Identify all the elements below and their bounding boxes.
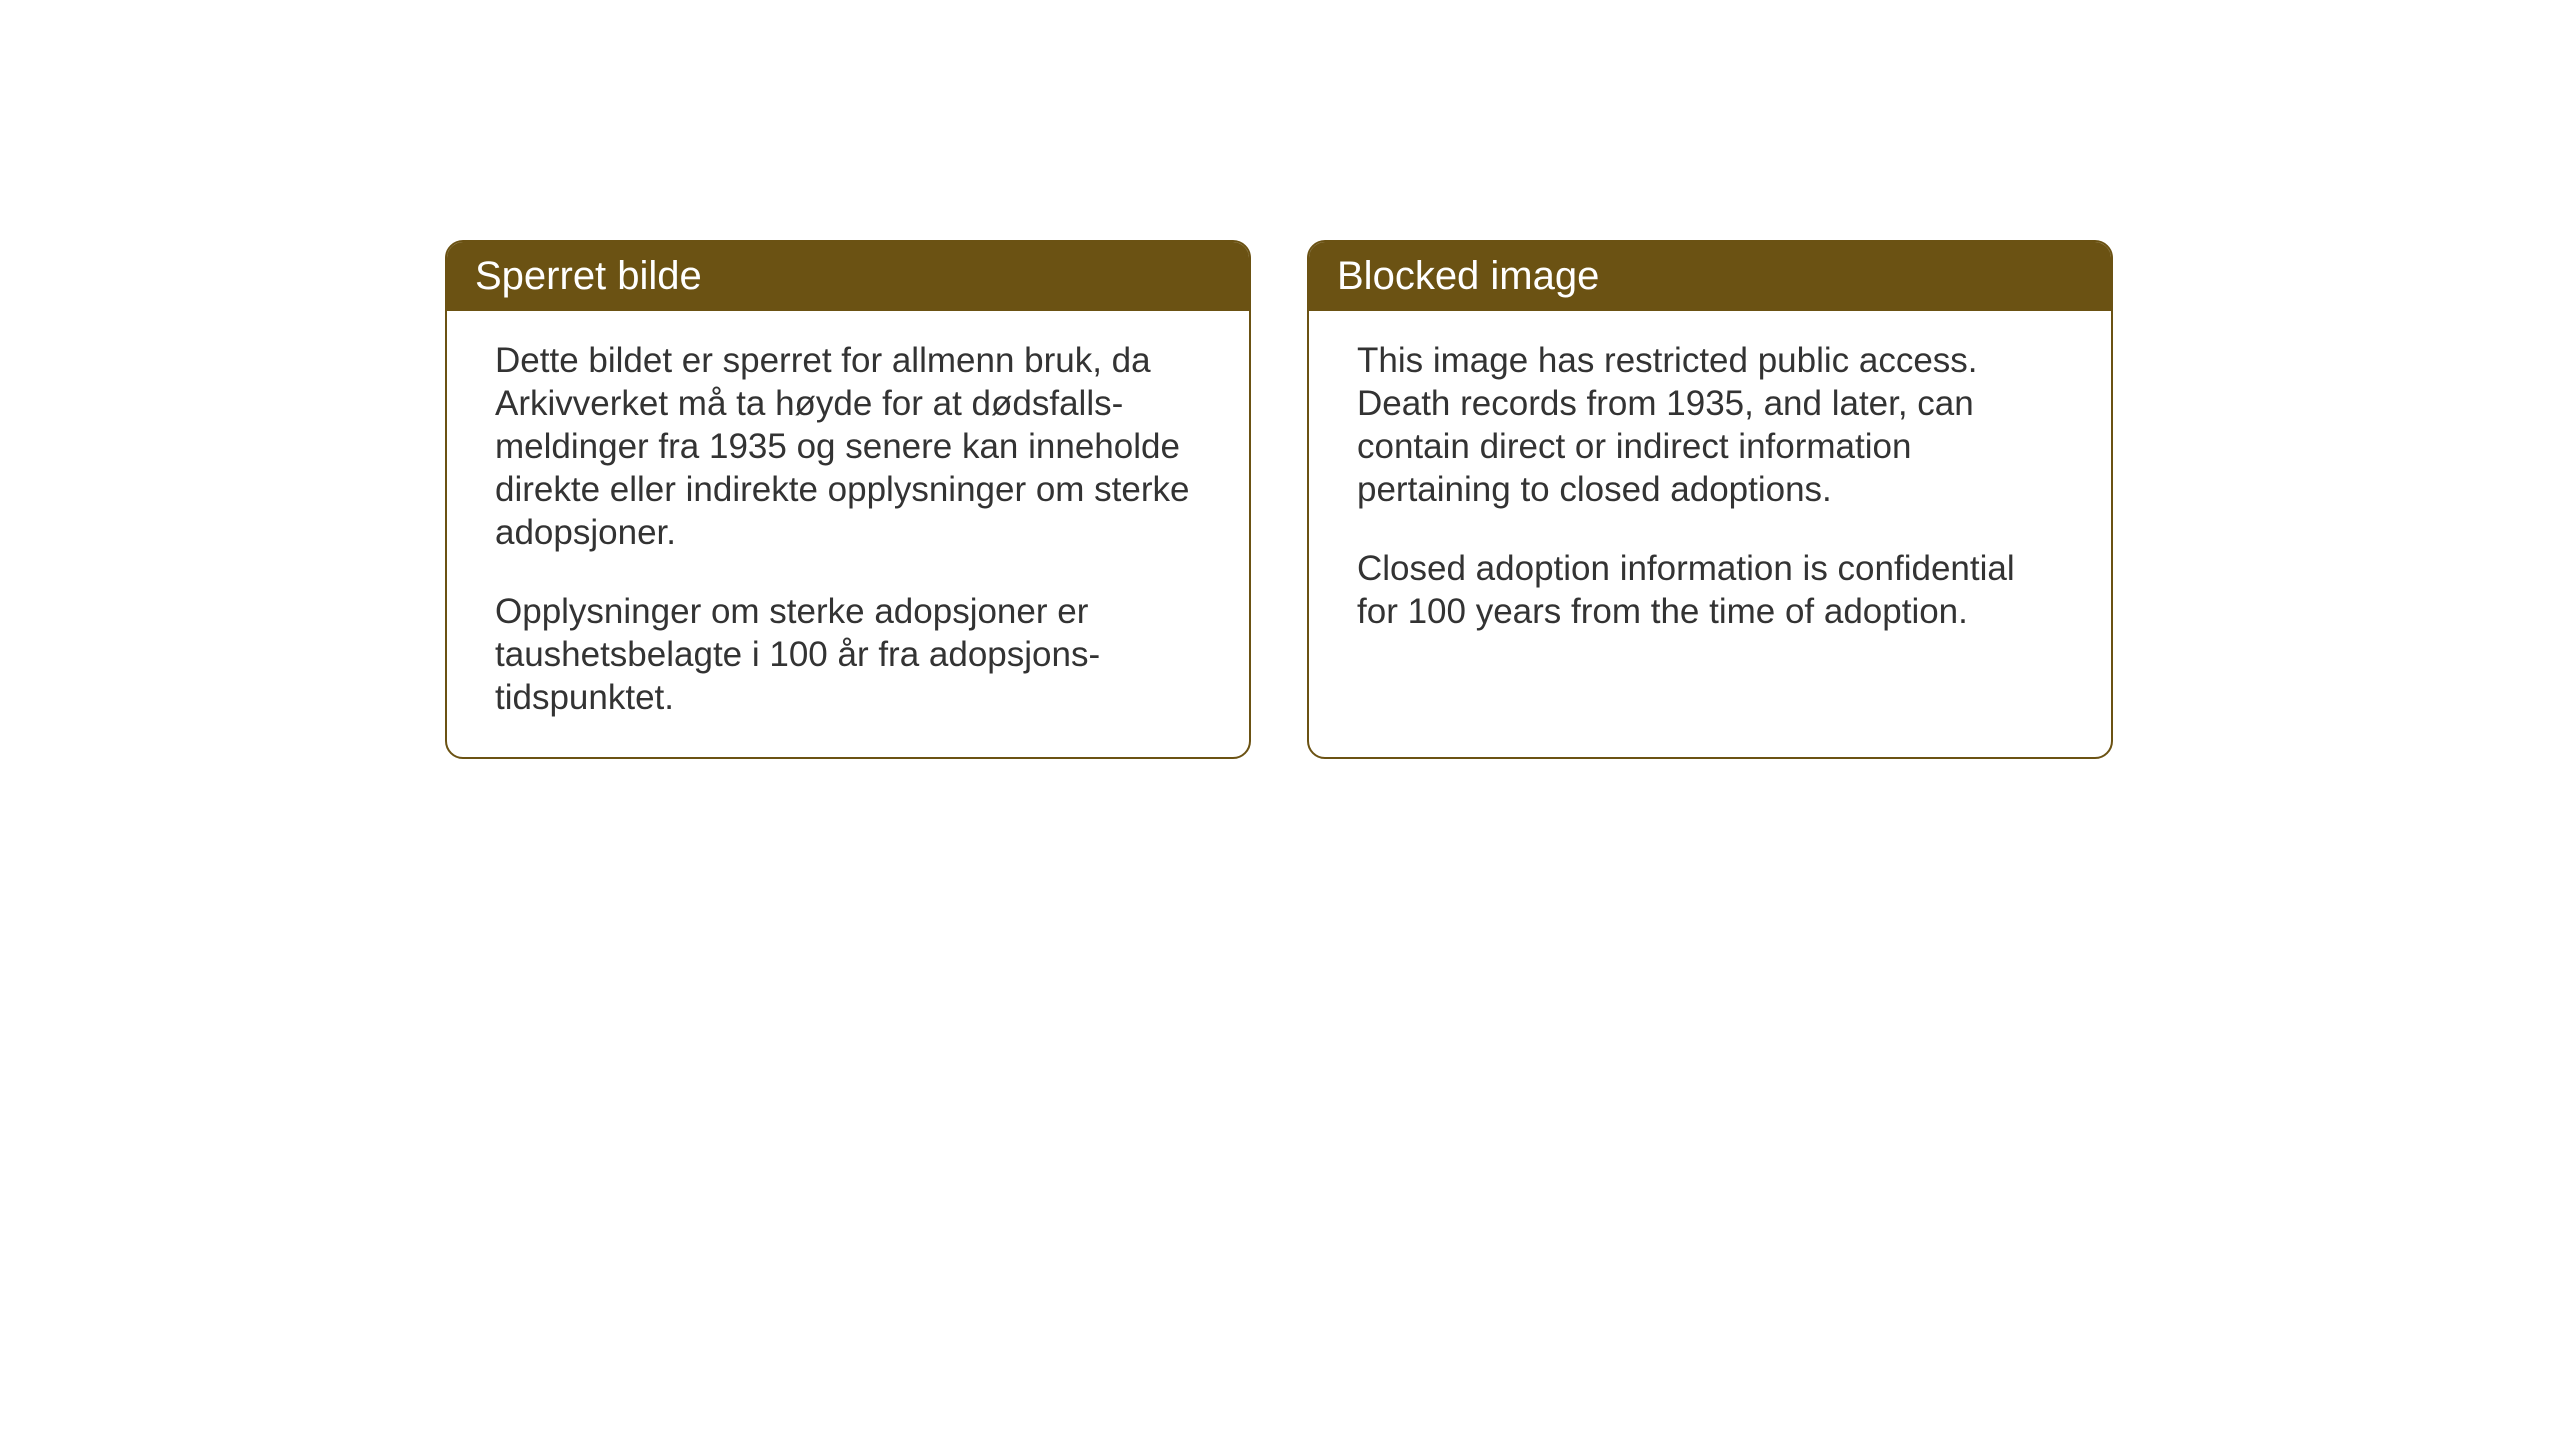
- card-body-norwegian: Dette bildet er sperret for allmenn bruk…: [447, 311, 1249, 757]
- card-body-english: This image has restricted public access.…: [1309, 311, 2111, 721]
- notice-card-norwegian: Sperret bilde Dette bildet er sperret fo…: [445, 240, 1251, 759]
- notice-card-english: Blocked image This image has restricted …: [1307, 240, 2113, 759]
- paragraph-norwegian-2: Opplysninger om sterke adopsjoner er tau…: [495, 590, 1201, 719]
- notice-container: Sperret bilde Dette bildet er sperret fo…: [445, 240, 2113, 759]
- paragraph-english-1: This image has restricted public access.…: [1357, 339, 2063, 511]
- card-header-english: Blocked image: [1309, 242, 2111, 311]
- card-header-norwegian: Sperret bilde: [447, 242, 1249, 311]
- paragraph-norwegian-1: Dette bildet er sperret for allmenn bruk…: [495, 339, 1201, 554]
- paragraph-english-2: Closed adoption information is confident…: [1357, 547, 2063, 633]
